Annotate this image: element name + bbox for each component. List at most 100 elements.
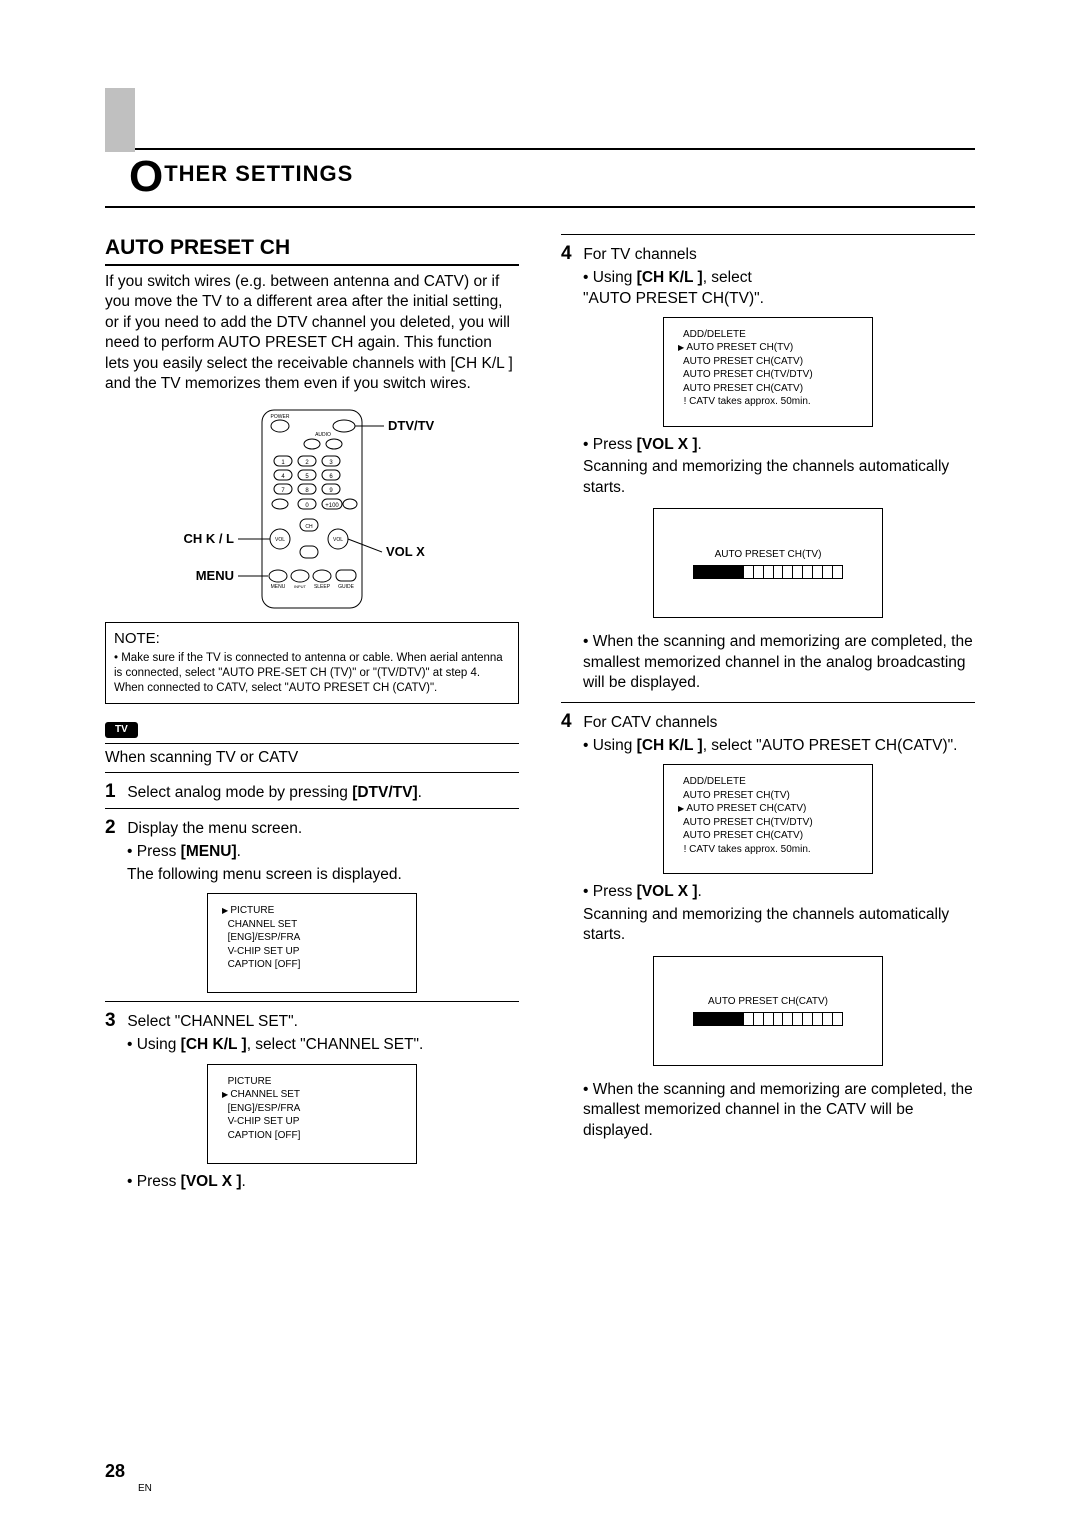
osd-line: PICTURE <box>222 1075 402 1089</box>
press-vol-catv: Press [VOL X ]. <box>583 882 975 902</box>
progress-bar <box>693 565 843 579</box>
osd-menu-3: ADD/DELETE AUTO PRESET CH(TV) AUTO PRESE… <box>663 317 873 427</box>
osd-line: AUTO PRESET CH(CATV) <box>678 829 858 843</box>
svg-text:INPUT: INPUT <box>294 584 307 589</box>
svg-text:5: 5 <box>305 474 309 480</box>
svg-text:CH: CH <box>305 524 313 530</box>
scanning-heading: When scanning TV or CATV <box>105 748 519 768</box>
osd-line: AUTO PRESET CH(TV) <box>678 341 858 355</box>
right-column: 4 For TV channels Using [CH K/L ], selec… <box>561 234 975 1192</box>
svg-text:VOL: VOL <box>275 537 285 543</box>
step-number: 4 <box>561 709 579 734</box>
intro-paragraph: If you switch wires (e.g. between antenn… <box>105 272 519 395</box>
chapter-rest: THER SETTINGS <box>164 161 353 186</box>
left-column: AUTO PRESET CH If you switch wires (e.g.… <box>105 234 519 1192</box>
step-2: 2 Display the menu screen. <box>105 815 519 840</box>
osd-line: AUTO PRESET CH(TV/DTV) <box>678 816 858 830</box>
svg-text:6: 6 <box>329 474 333 480</box>
done-text-catv: When the scanning and memorizing are com… <box>583 1080 975 1141</box>
osd-line: PICTURE <box>222 904 402 918</box>
step-2-sub-a: Press [MENU]. <box>127 842 519 862</box>
progress-bar <box>693 1012 843 1026</box>
step-4-tv-sub: Using [CH K/L ], select"AUTO PRESET CH(T… <box>583 268 975 309</box>
svg-text:3: 3 <box>329 460 333 466</box>
label-vol: VOL X <box>386 544 425 559</box>
step-4-catv: 4 For CATV channels <box>561 709 975 734</box>
divider <box>105 743 519 744</box>
step-3-press: Press [VOL X ]. <box>127 1172 519 1192</box>
osd-line: AUTO PRESET CH(CATV) <box>678 355 858 369</box>
note-box: NOTE: • Make sure if the TV is connected… <box>105 622 519 704</box>
page-number: 28 <box>105 1461 125 1482</box>
scan-box-tv: AUTO PRESET CH(TV) <box>653 508 883 618</box>
svg-text:GUIDE: GUIDE <box>338 584 355 590</box>
osd-line: CHANNEL SET <box>222 918 402 932</box>
svg-text:MENU: MENU <box>271 584 286 590</box>
label-dtv-tv: DTV/TV <box>388 418 435 433</box>
osd-line: [ENG]/ESP/FRA <box>222 931 402 945</box>
osd-line: CAPTION [OFF] <box>222 958 402 972</box>
label-ch: CH K / L <box>183 531 234 546</box>
section-tab <box>105 88 135 152</box>
divider <box>105 1001 519 1002</box>
osd-menu-2: PICTURE CHANNEL SET [ENG]/ESP/FRA V-CHIP… <box>207 1064 417 1164</box>
osd-line: AUTO PRESET CH(TV) <box>678 789 858 803</box>
svg-text:0: 0 <box>305 503 309 509</box>
divider <box>561 234 975 235</box>
svg-text:9: 9 <box>329 488 333 494</box>
svg-text:+100: +100 <box>325 503 339 509</box>
intro-text: If you switch wires (e.g. between antenn… <box>105 272 519 395</box>
step-number: 3 <box>105 1008 123 1033</box>
step-1: 1 Select analog mode by pressing [DTV/TV… <box>105 779 519 804</box>
svg-text:2: 2 <box>305 460 309 466</box>
tv-badge: TV <box>105 722 138 737</box>
divider <box>105 772 519 773</box>
osd-line: AUTO PRESET CH(CATV) <box>678 382 858 396</box>
svg-text:POWER: POWER <box>271 414 290 420</box>
remote-diagram: POWER AUDIO 1 2 3 4 5 6 7 8 <box>105 404 519 614</box>
step-number: 4 <box>561 241 579 266</box>
osd-line: CHANNEL SET <box>222 1088 402 1102</box>
osd-line: ADD/DELETE <box>678 775 858 789</box>
scan-label: AUTO PRESET CH(TV) <box>715 548 822 561</box>
step-4-catv-sub: Using [CH K/L ], select "AUTO PRESET CH(… <box>583 736 975 756</box>
step-3-sub: Using [CH K/L ], select "CHANNEL SET". <box>127 1035 519 1055</box>
svg-text:AUDIO: AUDIO <box>315 432 331 438</box>
svg-text:1: 1 <box>281 460 285 466</box>
osd-line: ! CATV takes approx. 50min. <box>678 395 858 409</box>
scan-text-catv: Scanning and memorizing the channels aut… <box>583 905 975 946</box>
step-number: 1 <box>105 779 123 804</box>
osd-menu-4: ADD/DELETE AUTO PRESET CH(TV) AUTO PRESE… <box>663 764 873 874</box>
remote-svg: POWER AUDIO 1 2 3 4 5 6 7 8 <box>152 404 472 614</box>
divider <box>561 702 975 703</box>
scan-text-tv: Scanning and memorizing the channels aut… <box>583 457 975 498</box>
svg-text:4: 4 <box>281 474 285 480</box>
step-3: 3 Select "CHANNEL SET". <box>105 1008 519 1033</box>
osd-line: ADD/DELETE <box>678 328 858 342</box>
page-lang: EN <box>138 1483 152 1494</box>
scan-box-catv: AUTO PRESET CH(CATV) <box>653 956 883 1066</box>
step-2-sub-b: The following menu screen is displayed. <box>127 865 519 885</box>
osd-menu-1: PICTURE CHANNEL SET [ENG]/ESP/FRA V-CHIP… <box>207 893 417 993</box>
osd-line: V-CHIP SET UP <box>222 1115 402 1129</box>
scan-label: AUTO PRESET CH(CATV) <box>708 995 828 1008</box>
osd-line: V-CHIP SET UP <box>222 945 402 959</box>
section-title: AUTO PRESET CH <box>105 234 519 266</box>
osd-line: [ENG]/ESP/FRA <box>222 1102 402 1116</box>
note-title: NOTE: <box>114 629 510 649</box>
label-menu: MENU <box>196 568 234 583</box>
done-text-tv: When the scanning and memorizing are com… <box>583 632 975 693</box>
chapter-title: OTHER SETTINGS <box>105 148 975 208</box>
svg-text:8: 8 <box>305 488 309 494</box>
svg-text:VOL: VOL <box>333 537 343 543</box>
svg-text:7: 7 <box>281 488 285 494</box>
press-vol-tv: Press [VOL X ]. <box>583 435 975 455</box>
osd-line: CAPTION [OFF] <box>222 1129 402 1143</box>
osd-line: ! CATV takes approx. 50min. <box>678 843 858 857</box>
chapter-initial: O <box>129 152 164 201</box>
svg-text:SLEEP: SLEEP <box>314 584 331 590</box>
osd-line: AUTO PRESET CH(TV/DTV) <box>678 368 858 382</box>
note-body: • Make sure if the TV is connected to an… <box>114 651 510 695</box>
divider <box>105 808 519 809</box>
step-number: 2 <box>105 815 123 840</box>
